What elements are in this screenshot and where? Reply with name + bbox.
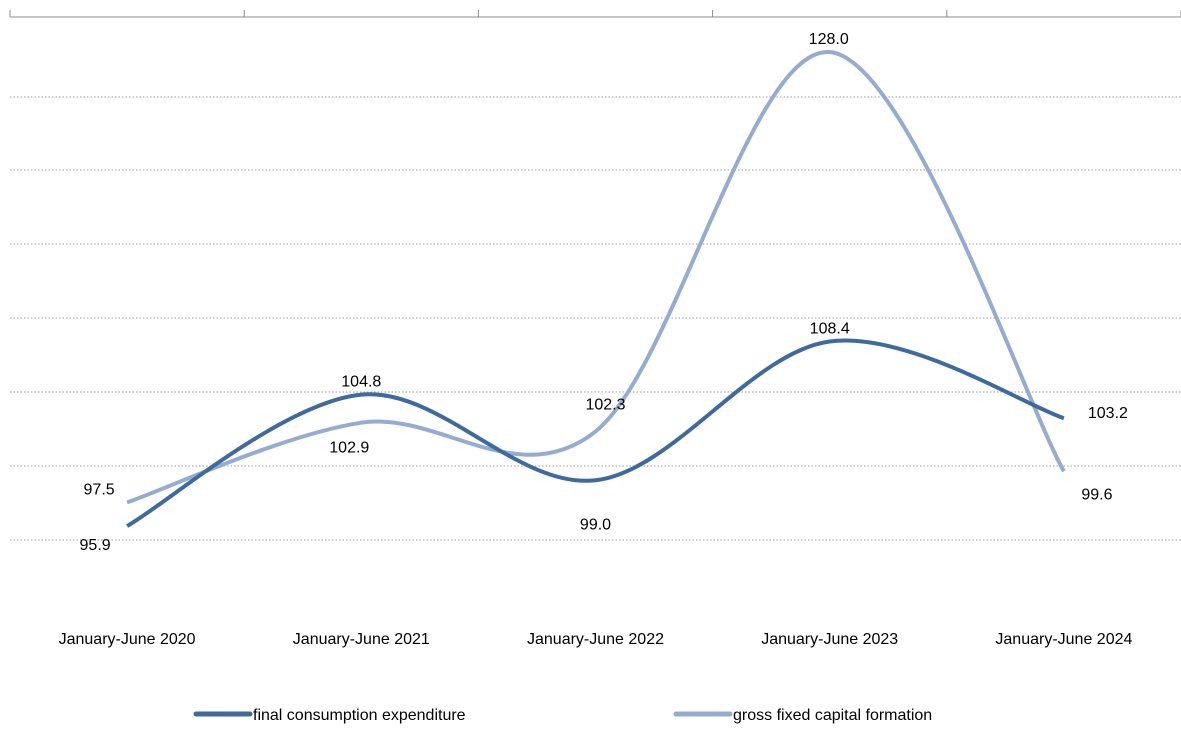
data-label: 103.2 [1088,405,1128,422]
data-labels: 95.9 104.8 99.0 108.4 103.2 97.5 102.9 102.3 128… [80,31,1128,554]
data-label: 128.0 [809,31,849,48]
data-label: 99.0 [580,516,611,533]
legend-item: gross fixed capital formation [673,707,932,724]
series-lines [126,50,1066,528]
legend-label: gross fixed capital formation [733,707,932,724]
data-label: 99.6 [1081,486,1112,503]
gridlines [10,96,1181,541]
legend-label: final consumption expenditure [253,707,466,724]
legend: final consumption expenditure gross fixed… [193,707,932,724]
legend-item: final consumption expenditure [193,707,466,724]
x-tick-label: January-June 2021 [293,631,430,648]
series-line-gross-fixed-capital-formation [126,50,1066,505]
x-tick-label: January-June 2023 [761,631,898,648]
series-line-final-consumption-expenditure [126,338,1065,528]
data-label: 108.4 [810,320,850,337]
x-tick-labels: January-June 2020 January-June 2021 Januar… [59,631,1133,648]
data-label: 102.3 [585,397,625,414]
x-tick-label: January-June 2022 [527,631,664,648]
data-label: 102.9 [329,440,369,457]
data-label: 104.8 [341,374,381,391]
x-tick-label: January-June 2020 [59,631,196,648]
x-axis [9,10,1181,18]
data-label: 95.9 [80,537,111,554]
data-label: 97.5 [84,481,115,498]
x-tick-label: January-June 2024 [995,631,1132,648]
